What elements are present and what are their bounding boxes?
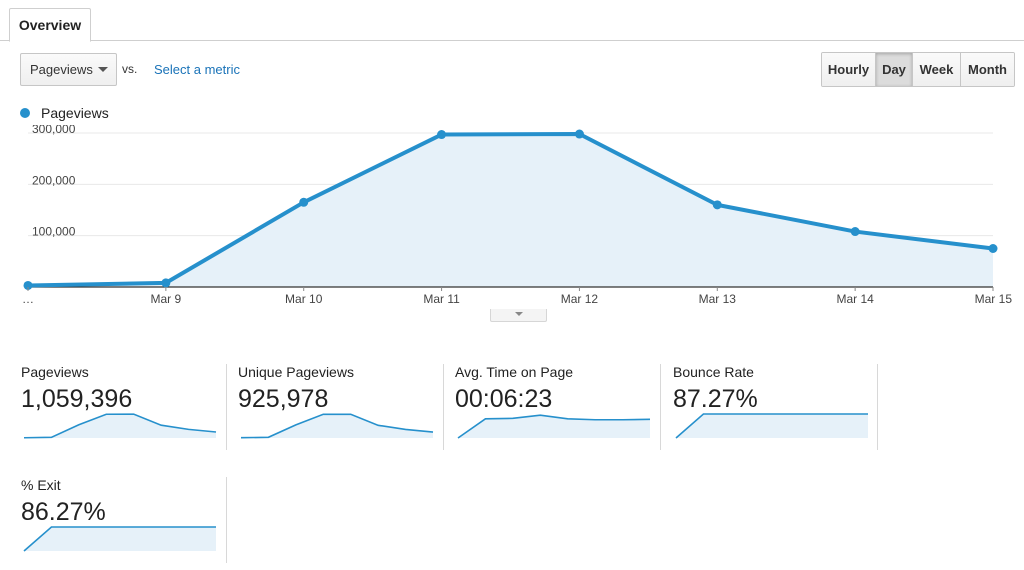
- x-tick-label: Mar 9: [151, 292, 182, 306]
- chart-legend: Pageviews: [20, 105, 109, 121]
- week-button[interactable]: Week: [913, 53, 961, 86]
- time-range-buttons: Hourly Day Week Month: [821, 52, 1015, 87]
- metric-value: 1,059,396: [21, 385, 133, 413]
- x-tick-label: Mar 12: [561, 292, 599, 306]
- x-tick-label: Mar 15: [975, 292, 1013, 306]
- metric-label: Bounce Rate: [673, 364, 754, 380]
- chart-collapse-handle[interactable]: [490, 309, 547, 322]
- data-point: [299, 197, 309, 207]
- sparkline-fill: [24, 527, 216, 551]
- x-tick-label: Mar 14: [836, 292, 874, 306]
- metric-sparkline: [457, 414, 651, 439]
- metric-sparkline: [23, 413, 217, 439]
- metric-value: 925,978: [238, 385, 329, 413]
- sparkline-fill: [24, 414, 216, 438]
- hourly-button[interactable]: Hourly: [822, 53, 876, 86]
- sparkline-line: [23, 413, 217, 439]
- metric-dropdown-value: Pageviews: [30, 62, 93, 77]
- vs-label: vs.: [122, 62, 138, 76]
- data-point: [437, 130, 447, 140]
- month-button[interactable]: Month: [961, 53, 1014, 86]
- divider: [226, 364, 227, 450]
- metric-card-avg-time-on-page[interactable]: Avg. Time on Page 00:06:23: [455, 364, 655, 452]
- sparkline-line: [675, 413, 868, 439]
- x-tick-label: Mar 13: [699, 292, 737, 306]
- collapse-arrow-icon: [515, 312, 523, 316]
- tab-overview[interactable]: Overview: [9, 8, 91, 42]
- pageviews-chart: 100,000 200,000 300,000 … Mar 9 Mar 10 Mar 11 M…: [22, 125, 1013, 306]
- day-button[interactable]: Day: [876, 53, 913, 86]
- metric-value: 87.27%: [673, 385, 758, 413]
- tab-bar: Overview: [0, 0, 1024, 42]
- divider: [443, 364, 444, 450]
- metric-label: Avg. Time on Page: [455, 364, 574, 380]
- metric-value: 00:06:23: [455, 385, 553, 413]
- data-point: [23, 280, 33, 290]
- divider: [877, 364, 878, 450]
- data-point: [850, 227, 860, 237]
- sparkline-line: [457, 414, 651, 439]
- sparkline-line: [240, 413, 434, 439]
- metric-sparkline: [23, 526, 216, 552]
- x-tick-label: Mar 11: [423, 292, 460, 306]
- metric-sparkline: [675, 413, 868, 439]
- sparkline-fill: [458, 415, 650, 438]
- y-tick-label: 200,000: [32, 173, 76, 187]
- metric-value: 86.27%: [21, 498, 106, 526]
- metric-label: Unique Pageviews: [238, 364, 354, 380]
- divider: [660, 364, 661, 450]
- area-fill: [28, 134, 993, 287]
- divider: [226, 477, 227, 563]
- chevron-down-icon: [98, 67, 108, 72]
- data-point: [161, 278, 171, 288]
- sparkline-line: [23, 526, 216, 552]
- metric-card-pageviews[interactable]: Pageviews 1,059,396: [21, 364, 221, 452]
- y-tick-label: 300,000: [32, 125, 76, 136]
- metric-dropdown[interactable]: Pageviews: [20, 53, 117, 86]
- legend-label: Pageviews: [41, 105, 109, 121]
- metric-label: Pageviews: [21, 364, 89, 380]
- metric-card-bounce-rate[interactable]: Bounce Rate 87.27%: [673, 364, 873, 452]
- x-tick-label: …: [22, 292, 34, 306]
- legend-dot-icon: [20, 108, 30, 118]
- metric-card-unique-pageviews[interactable]: Unique Pageviews 925,978: [238, 364, 438, 452]
- pageviews-line: [26, 132, 995, 288]
- y-tick-label: 100,000: [32, 225, 76, 239]
- sparkline-fill: [241, 414, 433, 438]
- metric-sparkline: [240, 413, 434, 439]
- data-point: [712, 200, 722, 210]
- metric-card-exit[interactable]: % Exit 86.27%: [21, 477, 221, 565]
- data-point: [574, 129, 584, 139]
- metric-label: % Exit: [21, 477, 61, 493]
- data-point: [988, 244, 998, 253]
- sparkline-fill: [676, 414, 868, 438]
- x-tick-label: Mar 10: [285, 292, 323, 306]
- select-metric-link[interactable]: Select a metric: [154, 62, 240, 77]
